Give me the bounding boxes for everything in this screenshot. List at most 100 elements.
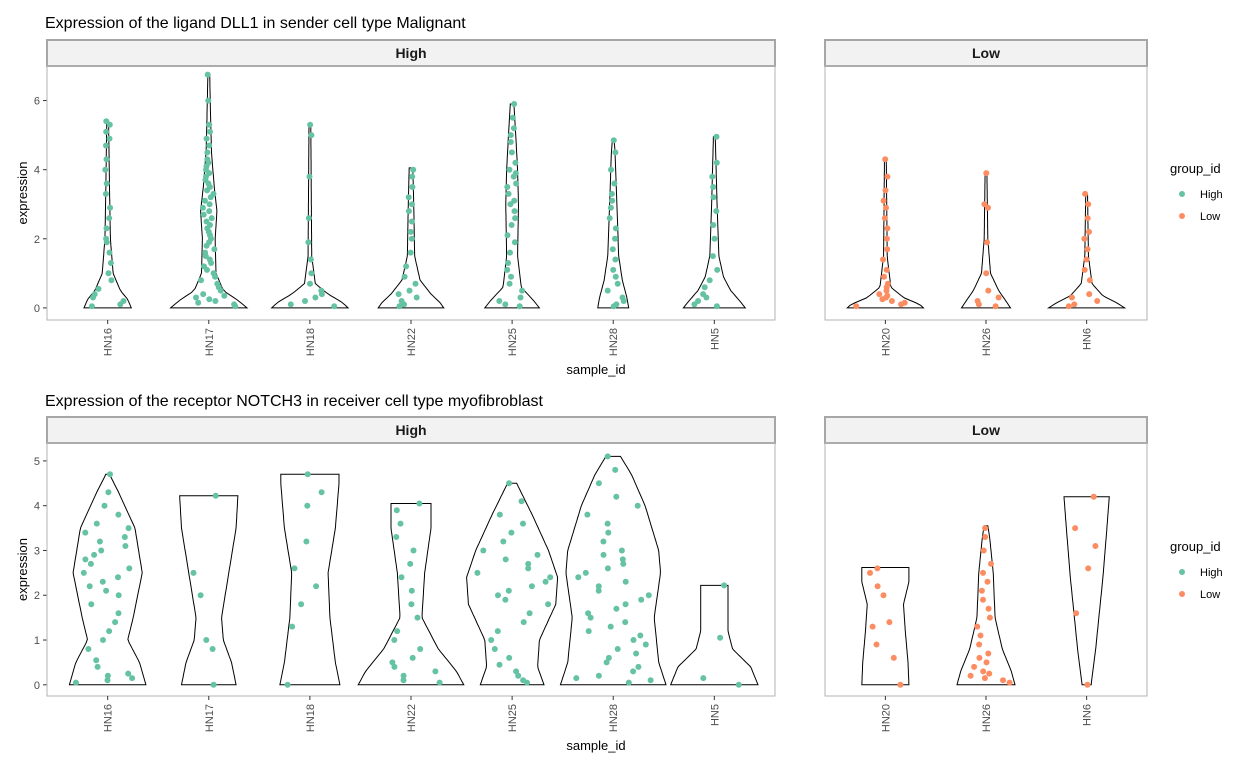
data-point-HN28	[595, 480, 602, 487]
data-point-HN25	[512, 159, 519, 166]
data-point-HN25	[488, 637, 495, 643]
data-point-HN22	[389, 659, 396, 666]
data-point-HN16	[82, 556, 89, 563]
data-point-HN25	[512, 170, 519, 177]
panel-border	[46, 65, 776, 321]
data-point-HN18	[289, 623, 296, 630]
legend-label-high: High	[1200, 567, 1223, 579]
x-tick-label-HN17: HN17	[204, 704, 216, 732]
data-point-HN28	[633, 650, 640, 657]
data-point-HN20	[869, 623, 876, 630]
data-point-HN28	[622, 578, 629, 585]
data-point-HN17	[201, 263, 207, 270]
data-point-HN28	[584, 511, 591, 518]
y-tick-label: 6	[34, 96, 40, 108]
data-point-HN20	[884, 173, 891, 180]
panel-border	[824, 442, 1148, 697]
legend-key-high	[1179, 191, 1185, 197]
data-point-HN25	[534, 551, 541, 558]
data-point-HN16	[98, 547, 105, 554]
data-point-HN20	[884, 246, 891, 253]
data-point-HN17	[210, 681, 217, 688]
data-point-HN28	[642, 641, 649, 648]
data-point-HN6	[1083, 256, 1090, 263]
data-point-HN22	[417, 646, 424, 652]
data-point-HN16	[112, 619, 119, 626]
data-point-HN28	[622, 601, 629, 608]
data-point-HN6	[1082, 190, 1089, 197]
data-point-HN18	[287, 301, 294, 308]
data-point-HN20	[880, 592, 887, 599]
data-point-HN25	[509, 114, 516, 121]
violin-HN28	[597, 139, 630, 309]
data-point-HN18	[318, 489, 325, 496]
data-point-HN22	[396, 303, 403, 310]
data-point-HN28	[608, 190, 615, 197]
data-point-HN28	[600, 538, 607, 545]
data-point-HN16	[103, 587, 110, 594]
data-point-HN17	[208, 215, 215, 222]
data-point-HN17	[212, 298, 219, 304]
data-point-HN28	[585, 610, 592, 617]
data-point-HN26	[988, 560, 994, 567]
data-point-HN26	[1006, 679, 1013, 686]
data-point-HN22	[400, 672, 407, 679]
data-point-HN28	[613, 605, 620, 612]
chart-title-1: Expression of the ligand DLL1 in sender …	[45, 15, 466, 32]
data-point-HN18	[308, 270, 315, 277]
data-point-HN17	[200, 291, 207, 298]
data-point-HN22	[416, 500, 423, 507]
data-point-HN26	[992, 303, 999, 310]
data-point-HN17	[203, 218, 210, 225]
data-point-HN28	[612, 273, 619, 280]
data-point-HN26	[982, 534, 989, 540]
data-point-HN18	[318, 287, 325, 294]
data-point-HN25	[505, 587, 512, 594]
data-point-HN26	[980, 569, 986, 576]
data-point-HN25	[519, 287, 526, 294]
legend-label-low: Low	[1200, 211, 1220, 223]
data-point-HN28	[575, 574, 582, 581]
data-point-HN17	[204, 149, 211, 156]
data-point-HN17	[205, 97, 212, 104]
data-point-HN22	[407, 249, 414, 256]
data-point-HN16	[102, 166, 109, 173]
x-axis-title-2: sample_id	[566, 738, 625, 753]
data-point-HN26	[995, 294, 1002, 301]
data-point-HN25	[508, 149, 515, 156]
data-point-HN16	[103, 156, 110, 163]
data-point-HN20	[884, 280, 891, 287]
y-tick-label: 5	[34, 456, 40, 468]
data-point-HN17	[206, 121, 213, 128]
data-point-HN17	[204, 71, 211, 78]
data-point-HN20	[883, 235, 890, 242]
data-point-HN17	[214, 280, 221, 287]
data-point-HN17	[195, 299, 202, 306]
data-point-HN17	[211, 246, 218, 253]
data-point-HN28	[613, 301, 620, 308]
data-point-HN17	[206, 201, 213, 208]
data-point-HN18	[291, 565, 298, 572]
x-tick-label-HN18: HN18	[305, 704, 317, 732]
data-point-HN28	[614, 646, 621, 652]
data-point-HN28	[609, 197, 616, 204]
data-point-HN26	[967, 672, 974, 679]
data-point-HN16	[99, 578, 106, 585]
data-point-HN26	[980, 596, 986, 603]
data-point-HN5	[735, 681, 742, 688]
data-point-HN17	[206, 208, 213, 215]
data-point-HN17	[210, 270, 217, 277]
y-tick-label: 0	[34, 680, 40, 692]
data-point-HN25	[504, 266, 511, 273]
data-point-HN18	[308, 132, 315, 139]
data-point-HN22	[406, 287, 413, 294]
data-point-HN22	[400, 677, 407, 684]
data-point-HN16	[88, 601, 95, 608]
data-point-HN25	[474, 569, 481, 576]
data-point-HN6	[1072, 525, 1079, 532]
data-point-HN6	[1084, 246, 1091, 253]
y-axis-title-2: expression	[15, 538, 30, 601]
data-point-HN16	[120, 298, 127, 304]
data-point-HN28	[595, 672, 602, 679]
data-point-HN5	[711, 235, 718, 242]
